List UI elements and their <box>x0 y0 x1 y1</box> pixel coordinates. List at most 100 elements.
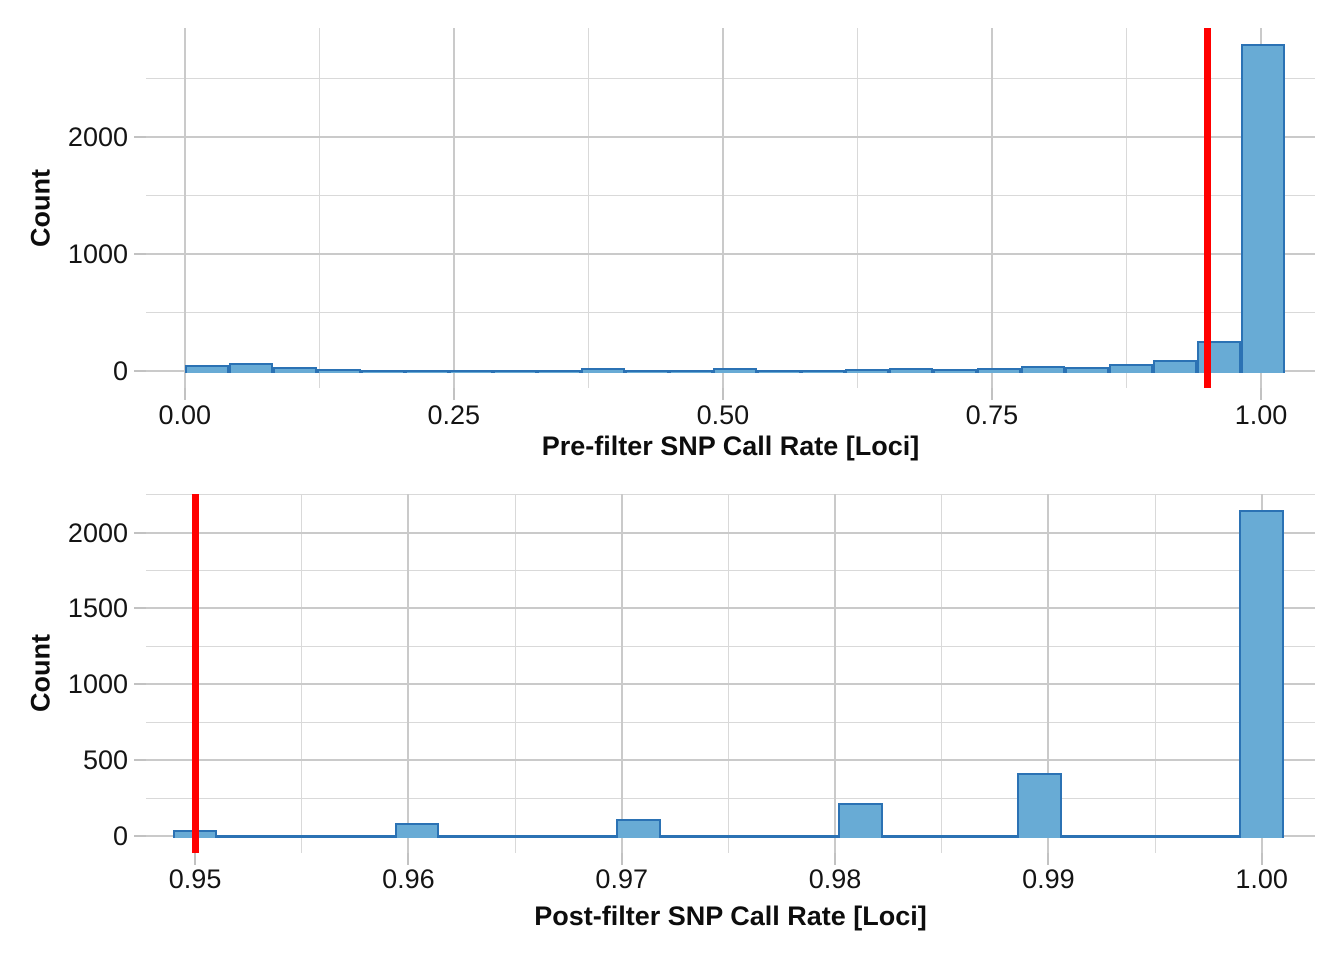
gridline-x-minor <box>514 493 516 853</box>
x-tick-label: 0.97 <box>595 864 648 894</box>
y-tick <box>134 759 146 762</box>
y-tick-label: 1000 <box>67 239 128 269</box>
gridline-x-minor <box>727 493 729 853</box>
histogram-bar <box>404 369 449 373</box>
y-tick <box>134 135 146 138</box>
x-tick-label: 0.99 <box>1022 864 1075 894</box>
x-tick-label: 0.75 <box>965 400 1019 430</box>
gridline-x-minor <box>941 493 943 853</box>
x-tick <box>620 852 623 865</box>
gridline-y-minor <box>146 494 1315 496</box>
y-tick <box>134 683 146 686</box>
histogram-bar <box>316 368 361 373</box>
histogram-bar <box>977 367 1022 373</box>
plot-panel-post <box>146 493 1315 853</box>
gridline-x-minor <box>301 493 303 853</box>
gridline-x-major <box>721 28 724 388</box>
gridline-y-minor <box>146 797 1315 799</box>
y-tick-label: 1000 <box>67 669 128 700</box>
gridline-y-major <box>146 531 1315 534</box>
histogram-bar <box>668 369 713 373</box>
gridline-y-minor <box>146 312 1315 314</box>
histogram-bar <box>1109 364 1154 373</box>
threshold-line <box>1203 28 1211 388</box>
gridline-x-major <box>1047 493 1050 853</box>
x-tick-label: 0.00 <box>158 400 212 430</box>
gridline-x-major <box>620 493 623 853</box>
plot-panel-pre <box>146 28 1315 388</box>
x-axis-title-post: Post-filter SNP Call Rate [Loci] <box>534 901 927 931</box>
x-tick-label: 0.95 <box>168 864 222 894</box>
y-tick <box>134 531 146 534</box>
histogram-bar <box>1017 772 1063 838</box>
gridline-y-minor <box>146 194 1315 196</box>
gridline-x-minor <box>318 28 320 388</box>
histogram-bar <box>800 369 845 373</box>
x-tick <box>183 387 186 400</box>
gridline-x-major <box>452 28 455 388</box>
x-tick-label: 0.25 <box>427 400 481 430</box>
gridline-x-minor <box>856 28 858 388</box>
histogram-bar <box>1239 509 1285 838</box>
histogram-bar <box>536 369 581 373</box>
gridline-x-major <box>834 493 837 853</box>
histogram-bar <box>1153 360 1198 373</box>
histogram-bar <box>616 819 662 838</box>
y-tick-label: 1500 <box>67 593 128 624</box>
y-tick <box>134 253 146 255</box>
y-tick-label: 500 <box>82 745 128 776</box>
x-tick <box>834 852 837 865</box>
x-tick <box>1047 852 1050 865</box>
y-tick <box>134 607 146 610</box>
x-tick-label: 1.00 <box>1235 864 1288 894</box>
histogram-bar <box>492 369 537 373</box>
x-tick <box>1259 387 1262 400</box>
x-tick <box>407 852 410 865</box>
histogram-bar <box>1241 44 1286 373</box>
x-axis-title-pre: Pre-filter SNP Call Rate [Loci] <box>541 431 920 461</box>
gridline-y-major <box>146 253 1315 255</box>
histogram-bar <box>272 367 317 373</box>
gridline-y-major <box>146 759 1315 762</box>
histogram-bar <box>394 823 440 838</box>
histogram-bar <box>933 368 978 373</box>
histogram-bar <box>580 368 625 373</box>
x-tick <box>1260 852 1263 865</box>
y-tick <box>134 370 146 373</box>
threshold-line <box>191 493 199 853</box>
histogram-baseline <box>172 834 1285 838</box>
y-tick-label: 0 <box>112 356 128 387</box>
gridline-y-minor <box>146 77 1315 79</box>
x-tick-label: 0.96 <box>382 864 435 894</box>
y-tick <box>134 835 146 838</box>
histogram-bar <box>1065 366 1110 373</box>
histogram-bar <box>712 368 757 373</box>
gridline-y-minor <box>146 645 1315 647</box>
gridline-x-minor <box>1125 28 1127 388</box>
gridline-y-major <box>146 683 1315 686</box>
y-tick-label: 2000 <box>67 121 128 152</box>
gridline-x-minor <box>587 28 589 388</box>
x-tick-label: 1.00 <box>1234 400 1288 430</box>
histogram-bar <box>838 803 884 838</box>
y-tick-label: 0 <box>112 821 128 852</box>
gridline-x-major <box>183 28 186 388</box>
histogram-bar <box>184 364 229 373</box>
x-tick <box>990 387 993 400</box>
x-tick-label: 0.98 <box>808 864 862 894</box>
gridline-y-minor <box>146 570 1315 572</box>
x-tick <box>194 852 197 865</box>
gridline-x-major <box>407 493 410 853</box>
gridline-x-major <box>990 28 993 388</box>
gridline-x-minor <box>1154 493 1156 853</box>
gridline-y-major <box>146 607 1315 610</box>
x-tick-label: 0.50 <box>696 400 750 430</box>
histogram-bar <box>1021 366 1066 373</box>
x-tick <box>452 387 455 400</box>
y-tick-label: 2000 <box>67 517 128 548</box>
histogram-bar <box>360 369 405 373</box>
histogram-bar <box>624 369 669 373</box>
histogram-bar <box>845 369 890 373</box>
histogram-bar <box>228 363 273 373</box>
